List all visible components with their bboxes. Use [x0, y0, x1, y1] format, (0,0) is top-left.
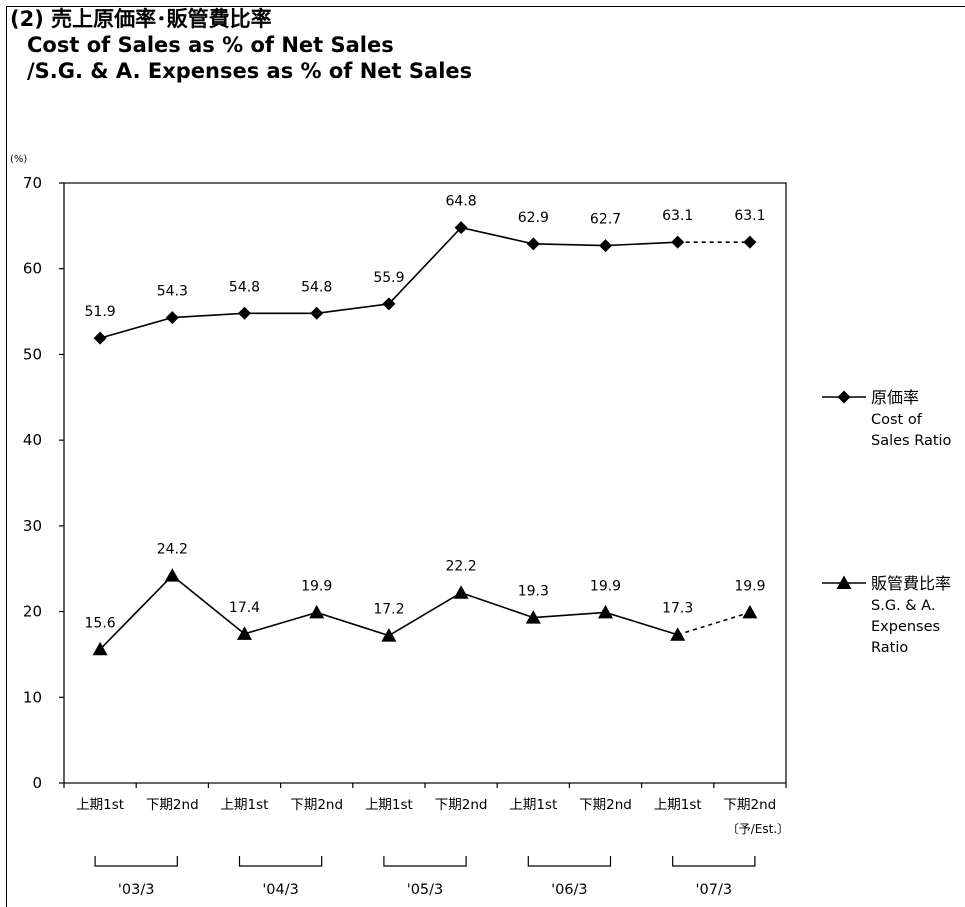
legend-label-cost-en-1: Cost of [871, 412, 923, 428]
legend: 原価率 Cost of Sales Ratio 販管費比率 S.G. & A. Expen… [822, 388, 952, 656]
data-label: 17.4 [229, 600, 260, 616]
legend-marker-diamond [837, 390, 851, 404]
data-label: 54.8 [229, 279, 260, 295]
plot-area [63, 182, 787, 784]
data-point-diamond [454, 221, 468, 235]
category-group-bracket [672, 856, 756, 867]
estimate-note: 〔予/Est.〕 [727, 822, 789, 836]
data-label: 15.6 [85, 615, 116, 631]
category-group-label: '04/3 [262, 882, 299, 898]
legend-label-sga-en-2: Expenses [871, 619, 940, 635]
data-label: 22.2 [446, 559, 477, 575]
x-axis: 上期1st 下期2nd 上期1st 下期2nd 上期1st 下期2nd 上期1st 下期2nd… [63, 783, 789, 836]
x-category-label: 下期2nd [724, 797, 777, 813]
data-label: 51.9 [85, 304, 116, 320]
title-block: (2) 売上原価率･販管費比率 Cost of Sales as % of Ne… [10, 6, 472, 84]
data-point-triangle [742, 604, 758, 619]
data-point-triangle [670, 627, 686, 641]
data-label: 19.9 [734, 578, 765, 594]
y-tick-label: 20 [23, 603, 42, 621]
data-label: 19.9 [301, 578, 332, 594]
data-point-triangle [453, 585, 469, 599]
category-group-label: '05/3 [407, 882, 444, 898]
data-point-triangle [309, 604, 325, 619]
data-label: 63.1 [734, 208, 765, 224]
legend-marker-triangle [836, 575, 852, 589]
data-label: 17.3 [662, 601, 693, 617]
chart-title-en-2: /S.G. & A. Expenses as % of Net Sales [27, 59, 473, 83]
legend-label-sga-en-1: S.G. & A. [871, 598, 935, 614]
data-point-diamond [382, 297, 396, 311]
data-label: 64.8 [446, 194, 477, 210]
y-tick-label: 60 [23, 260, 42, 278]
category-group-label: '03/3 [118, 882, 155, 898]
data-label: 24.2 [157, 542, 188, 558]
y-tick-label: 0 [32, 774, 42, 792]
data-point-triangle [598, 604, 613, 619]
data-point-triangle [92, 641, 108, 656]
data-label: 19.3 [518, 584, 549, 600]
y-tick-label: 30 [23, 517, 42, 535]
category-group-bracket [238, 856, 323, 867]
category-group-bracket [383, 856, 467, 867]
x-category-label: 下期2nd [435, 797, 488, 813]
data-point-diamond [238, 306, 251, 320]
data-point-diamond [743, 235, 757, 249]
category-group-label: '06/3 [551, 882, 588, 898]
y-tick-label: 10 [23, 688, 42, 706]
y-unit-label: (%) [10, 154, 27, 165]
y-tick-label: 50 [23, 345, 42, 363]
x-category-label: 下期2nd [146, 797, 199, 813]
data-label: 19.9 [590, 578, 621, 594]
data-point-triangle [164, 568, 180, 582]
y-tick-label: 40 [23, 431, 42, 449]
x-category-label: 下期2nd [290, 797, 343, 813]
chart-title-jp: (2) 売上原価率･販管費比率 [10, 7, 272, 31]
legend-label-sga-en-3: Ratio [871, 640, 908, 656]
x-category-label: 上期1st [365, 797, 413, 813]
data-point-diamond [671, 235, 685, 249]
x-category-label: 上期1st [221, 797, 269, 813]
data-label: 54.8 [301, 279, 332, 295]
legend-label-cost-jp: 原価率 [871, 388, 919, 407]
chart-frame [6, 6, 965, 907]
x-category-label: 上期1st [654, 797, 702, 813]
y-tick-label: 70 [23, 174, 42, 192]
series-layer: 51.9 54.3 54.8 54.8 55.9 64.8 62.9 62.7 63.1 63.1… [85, 194, 765, 656]
data-label: 62.9 [518, 210, 549, 226]
chart-title-en-1: Cost of Sales as % of Net Sales [27, 33, 394, 57]
data-point-diamond [165, 311, 179, 325]
category-group-layer: '03/3 '04/3 '05/3 '06/3 '07/3 [94, 856, 756, 898]
legend-label-cost-en-2: Sales Ratio [871, 433, 952, 449]
y-axis: 0 10 20 30 40 50 60 70 [23, 174, 64, 792]
data-point-triangle [525, 610, 541, 624]
x-category-label: 下期2nd [579, 797, 632, 813]
x-category-label: 上期1st [76, 797, 124, 813]
data-label: 17.2 [373, 602, 404, 618]
data-label: 54.3 [157, 284, 188, 300]
category-group-label: '07/3 [696, 882, 733, 898]
data-point-triangle [381, 628, 397, 642]
data-point-diamond [599, 239, 612, 253]
data-label: 63.1 [662, 208, 693, 224]
data-point-diamond [93, 331, 107, 345]
category-group-bracket [94, 856, 178, 867]
data-label: 62.7 [590, 212, 621, 228]
data-label: 55.9 [373, 270, 404, 286]
legend-label-sga-jp: 販管費比率 [871, 574, 951, 593]
x-category-label: 上期1st [509, 797, 557, 813]
data-point-triangle [237, 626, 252, 640]
data-point-diamond [526, 237, 540, 251]
category-group-bracket [527, 856, 612, 867]
data-point-diamond [310, 306, 324, 320]
